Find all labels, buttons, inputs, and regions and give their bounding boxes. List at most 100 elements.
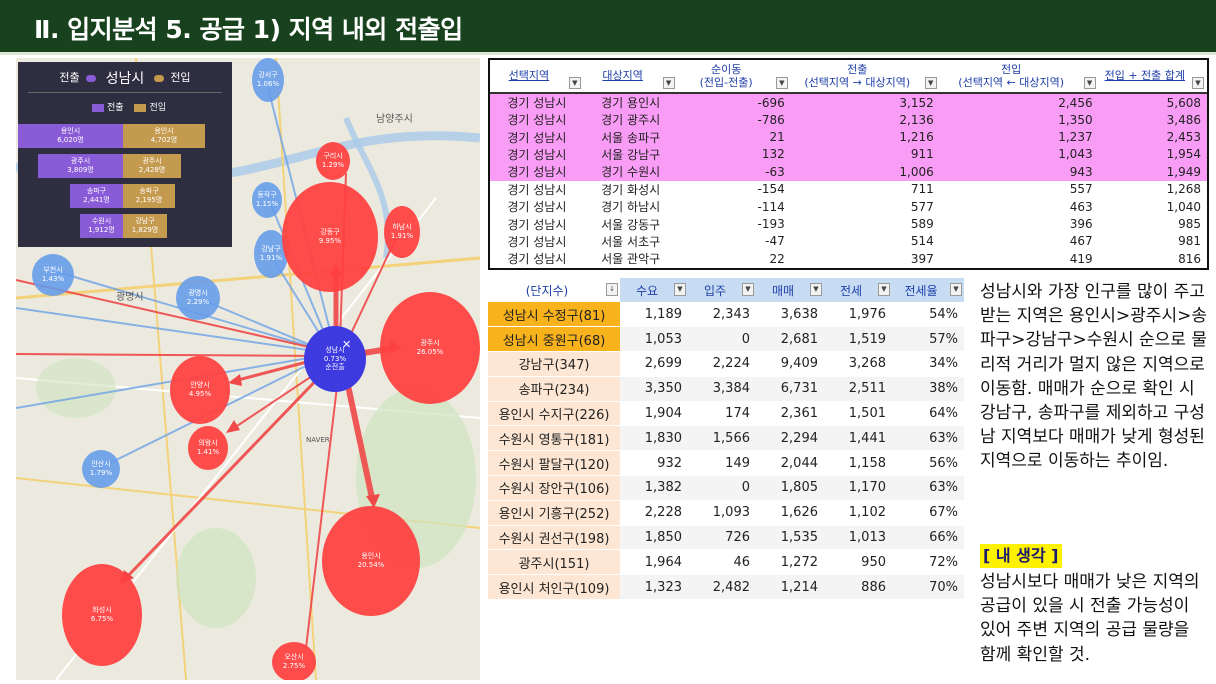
table-row: 경기 성남시 서울 강남구 132 911 1,043 1,954 [490, 145, 1207, 164]
map-bubble-hanam: 하남시 1.91% [384, 206, 420, 258]
map-bubble-hwaseong: 화성시 6.75% [62, 564, 142, 666]
close-icon[interactable]: ✕ [342, 338, 352, 351]
filter-dropdown-icon[interactable]: ▼ [878, 283, 890, 296]
header-text: 전입 + 전출 합계 [1104, 69, 1186, 83]
table-cell: 1,040 [1166, 199, 1201, 214]
table-cell: 2,224 [688, 351, 756, 377]
table-cell: 726 [688, 525, 756, 551]
filter-dropdown-icon[interactable]: ▼ [810, 283, 822, 296]
region-name-cell: 용인시 기흥구(252) [488, 500, 620, 526]
my-thought-text: 성남시보다 매매가 낮은 지역의 공급이 있을 시 전출 가능성이 있어 주변 … [980, 572, 1200, 665]
table-cell: 1,323 [620, 574, 688, 601]
table-cell: 1,904 [620, 401, 688, 427]
table-cell: 72% [892, 549, 964, 576]
migration-table-grid: 선택지역 ▼ 대상지역 ▼ 순이동 (전입-전출) ▼ 전출 (선택지역 → 대상지역) ▼… [490, 60, 1207, 268]
table-cell: 64% [892, 401, 964, 427]
region-name-cell: 용인시 처인구(109) [488, 574, 620, 601]
migration-legend: 전출 성남시 전입 전출 전입 용인시 6,020명 용인시 4,702명 광주시 3… [18, 62, 232, 247]
table-cell: 경기 성남시 [507, 200, 567, 215]
filter-dropdown-icon[interactable]: ▼ [662, 77, 675, 89]
bar-label: 수원시 [91, 217, 112, 226]
legend-divider [28, 92, 222, 93]
out-swatch-icon [92, 103, 104, 112]
table-row: 경기 성남시 서울 서초구 -47 514 467 981 [490, 233, 1207, 250]
table-cell: 서울 송파구 [583, 128, 678, 146]
legend-bar-in: 광주시 2,428명 [123, 154, 181, 178]
bar-value: 3,809명 [67, 166, 94, 174]
table-cell: 경기 성남시 [507, 252, 567, 267]
sort-icon[interactable]: ↓ [606, 283, 618, 296]
table-cell: 2,361 [756, 401, 824, 427]
table-cell: 1,006 [790, 163, 940, 181]
col-header-jeonse[interactable]: 전세 ▼ [824, 278, 892, 302]
table-cell: 1,535 [756, 525, 824, 551]
col-header-origin[interactable]: 선택지역 ▼ [490, 60, 584, 94]
table-cell: 0 [688, 475, 756, 501]
table-cell: 1,501 [824, 401, 892, 427]
filter-dropdown-icon[interactable]: ▼ [568, 77, 581, 89]
col-header-total[interactable]: 전입 + 전출 합계 ▼ [1098, 60, 1207, 94]
map-bubble-guri: 구리시 1.29% [316, 142, 350, 180]
map-bubble-seongnam[interactable]: 성남시 0.73% 순전출 [304, 326, 366, 392]
filter-dropdown-icon[interactable]: ▼ [775, 77, 788, 89]
table-cell: 경기 성남시 [507, 182, 567, 197]
table-row: 수원시 영통구(181) 1,830 1,566 2,294 1,441 63% [488, 425, 964, 452]
bar-value: 2,428명 [138, 166, 166, 174]
map-label-gwangmyeong: 광명시 [116, 292, 144, 303]
table-cell: 711 [910, 182, 934, 197]
table-cell: 467 [1069, 234, 1093, 249]
col-header-sale-price[interactable]: 매매 ▼ [756, 278, 824, 302]
col-header-outflow[interactable]: 전출 (선택지역 → 대상지역) ▼ [790, 60, 940, 94]
legend-keys: 전출 전입 [18, 100, 232, 113]
filter-dropdown-icon[interactable]: ▼ [1192, 77, 1204, 89]
filter-dropdown-icon[interactable]: ▼ [950, 283, 962, 296]
filter-dropdown-icon[interactable]: ▼ [742, 283, 754, 296]
table-cell: 5,608 [1098, 93, 1207, 111]
table-cell: 63% [892, 475, 964, 501]
table-cell: 경기 성남시 [490, 145, 584, 164]
region-name-cell: 수원시 장안구(106) [488, 475, 620, 501]
table-cell: 1,382 [620, 475, 688, 501]
filter-dropdown-icon[interactable]: ▼ [674, 283, 686, 296]
table-header-row: (단지수) ↓ 수요 ▼ 입주 ▼ 매매 ▼ 전세 ▼ 전세율 ▼ [488, 278, 964, 302]
table-cell: 22 [769, 251, 785, 266]
legend-bar-in: 용인시 4,702명 [123, 124, 205, 148]
table-cell: 경기 성남시 [490, 93, 584, 111]
table-cell: 1,216 [790, 128, 940, 146]
table-cell: 54% [892, 302, 964, 328]
region-name-cell: 성남시 중원구(68) [488, 326, 620, 353]
table-cell: 1,214 [756, 574, 824, 601]
bar-value: 2,441명 [83, 196, 110, 204]
my-thought-tag: [ 내 생각 ] [980, 544, 1062, 568]
filter-dropdown-icon[interactable]: ▼ [924, 77, 937, 89]
table-cell: 6,731 [756, 376, 824, 402]
table-cell: -47 [765, 234, 785, 249]
table-cell: 1,566 [688, 425, 756, 452]
col-header-move-in[interactable]: 입주 ▼ [688, 278, 756, 302]
filter-dropdown-icon[interactable]: ▼ [1083, 77, 1096, 89]
header-text: 수요 [635, 283, 659, 298]
table-cell: 950 [824, 549, 892, 576]
table-row: 경기 성남시 경기 수원시 -63 1,006 943 1,949 [490, 163, 1207, 181]
legend-key-out: 전출 [107, 103, 124, 113]
title-divider [0, 52, 1216, 55]
header-text: 매매 [771, 283, 795, 298]
table-cell: 577 [910, 199, 934, 214]
bar-label: 강남구 [135, 217, 155, 226]
col-header-target[interactable]: 대상지역 ▼ [583, 60, 678, 94]
table-cell: -114 [757, 199, 785, 214]
table-row: 수원시 권선구(198) 1,850 726 1,535 1,013 66% [488, 525, 964, 551]
col-header-inflow[interactable]: 전입 (선택지역 ← 대상지역) ▼ [939, 60, 1099, 94]
map-bubble-osan: 오산시 2.75% [272, 642, 316, 680]
col-header-demand[interactable]: 수요 ▼ [620, 278, 688, 302]
table-row: 강남구(347) 2,699 2,224 9,409 3,268 34% [488, 351, 964, 377]
col-header-net[interactable]: 순이동 (전입-전출) ▼ [677, 60, 791, 94]
table-cell: 149 [688, 450, 756, 477]
table-cell: 경기 성남시 [507, 234, 567, 249]
col-header-jeonse-ratio[interactable]: 전세율 ▼ [892, 278, 964, 302]
out-dot-icon [86, 74, 97, 82]
col-header-complex-count[interactable]: (단지수) ↓ [488, 278, 620, 302]
bar-value: 4,702명 [150, 136, 178, 144]
table-cell: 56% [892, 450, 964, 477]
table-cell: 2,294 [756, 425, 824, 452]
